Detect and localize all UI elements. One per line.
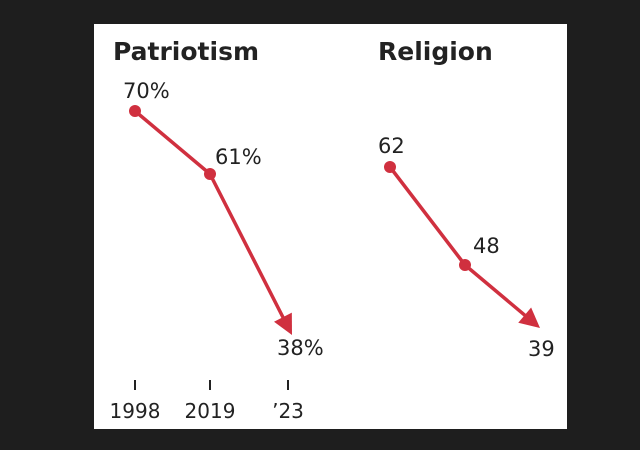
patriotism-line-segment bbox=[208, 172, 287, 323]
patriotism-data-label: 70% bbox=[123, 79, 170, 103]
religion-data-point bbox=[459, 259, 471, 271]
patriotism-title: Patriotism bbox=[113, 37, 259, 66]
patriotism-line-segment bbox=[133, 109, 212, 176]
religion-line-segment bbox=[463, 263, 530, 320]
x-axis-tick-label: ’23 bbox=[272, 399, 304, 423]
religion-data-label: 48 bbox=[473, 234, 500, 258]
religion-data-label: 62 bbox=[378, 134, 405, 158]
x-axis-tick-label: 2019 bbox=[185, 399, 236, 423]
religion-data-label: 39 bbox=[528, 337, 555, 361]
chart-panel bbox=[94, 24, 567, 429]
religion-title: Religion bbox=[378, 37, 493, 66]
patriotism-arrowhead bbox=[274, 312, 292, 335]
patriotism-data-label: 61% bbox=[215, 145, 262, 169]
religion-arrowhead bbox=[518, 307, 540, 328]
religion-data-point bbox=[384, 161, 396, 173]
patriotism-data-label: 38% bbox=[277, 336, 324, 360]
religion-line-segment bbox=[388, 165, 467, 267]
patriotism-data-point bbox=[204, 168, 216, 180]
x-axis-tick-label: 1998 bbox=[110, 399, 161, 423]
patriotism-data-point bbox=[129, 105, 141, 117]
